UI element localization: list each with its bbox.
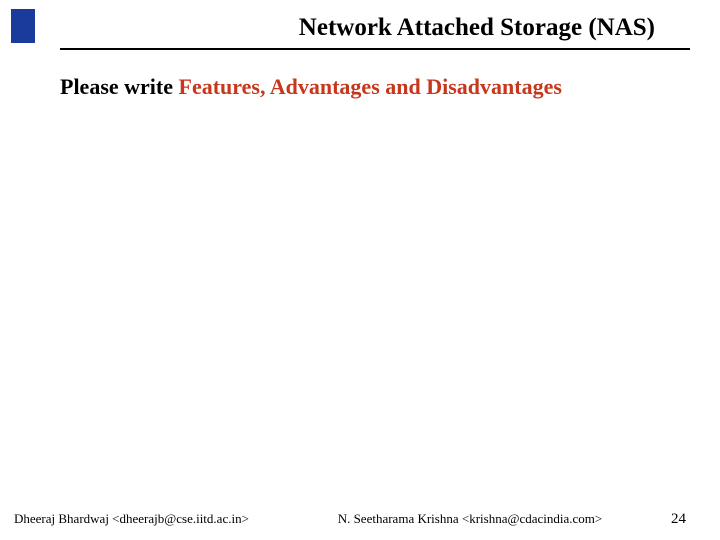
- body-prefix: Please write: [60, 74, 179, 99]
- page-number: 24: [671, 511, 686, 528]
- header-area: Network Attached Storage (NAS): [60, 14, 690, 50]
- footer: Dheeraj Bhardwaj <dheerajb@cse.iitd.ac.i…: [0, 511, 720, 528]
- slide-title: Network Attached Storage (NAS): [60, 14, 690, 42]
- body-highlight: Features, Advantages and Disadvantages: [179, 74, 562, 99]
- accent-bar: [11, 9, 35, 43]
- footer-author-center: N. Seetharama Krishna <krishna@cdacindia…: [249, 511, 671, 527]
- footer-author-left: Dheeraj Bhardwaj <dheerajb@cse.iitd.ac.i…: [14, 511, 249, 527]
- body-text: Please write Features, Advantages and Di…: [60, 74, 660, 100]
- slide-container: Network Attached Storage (NAS) Please wr…: [0, 0, 720, 540]
- title-underline: [60, 48, 690, 50]
